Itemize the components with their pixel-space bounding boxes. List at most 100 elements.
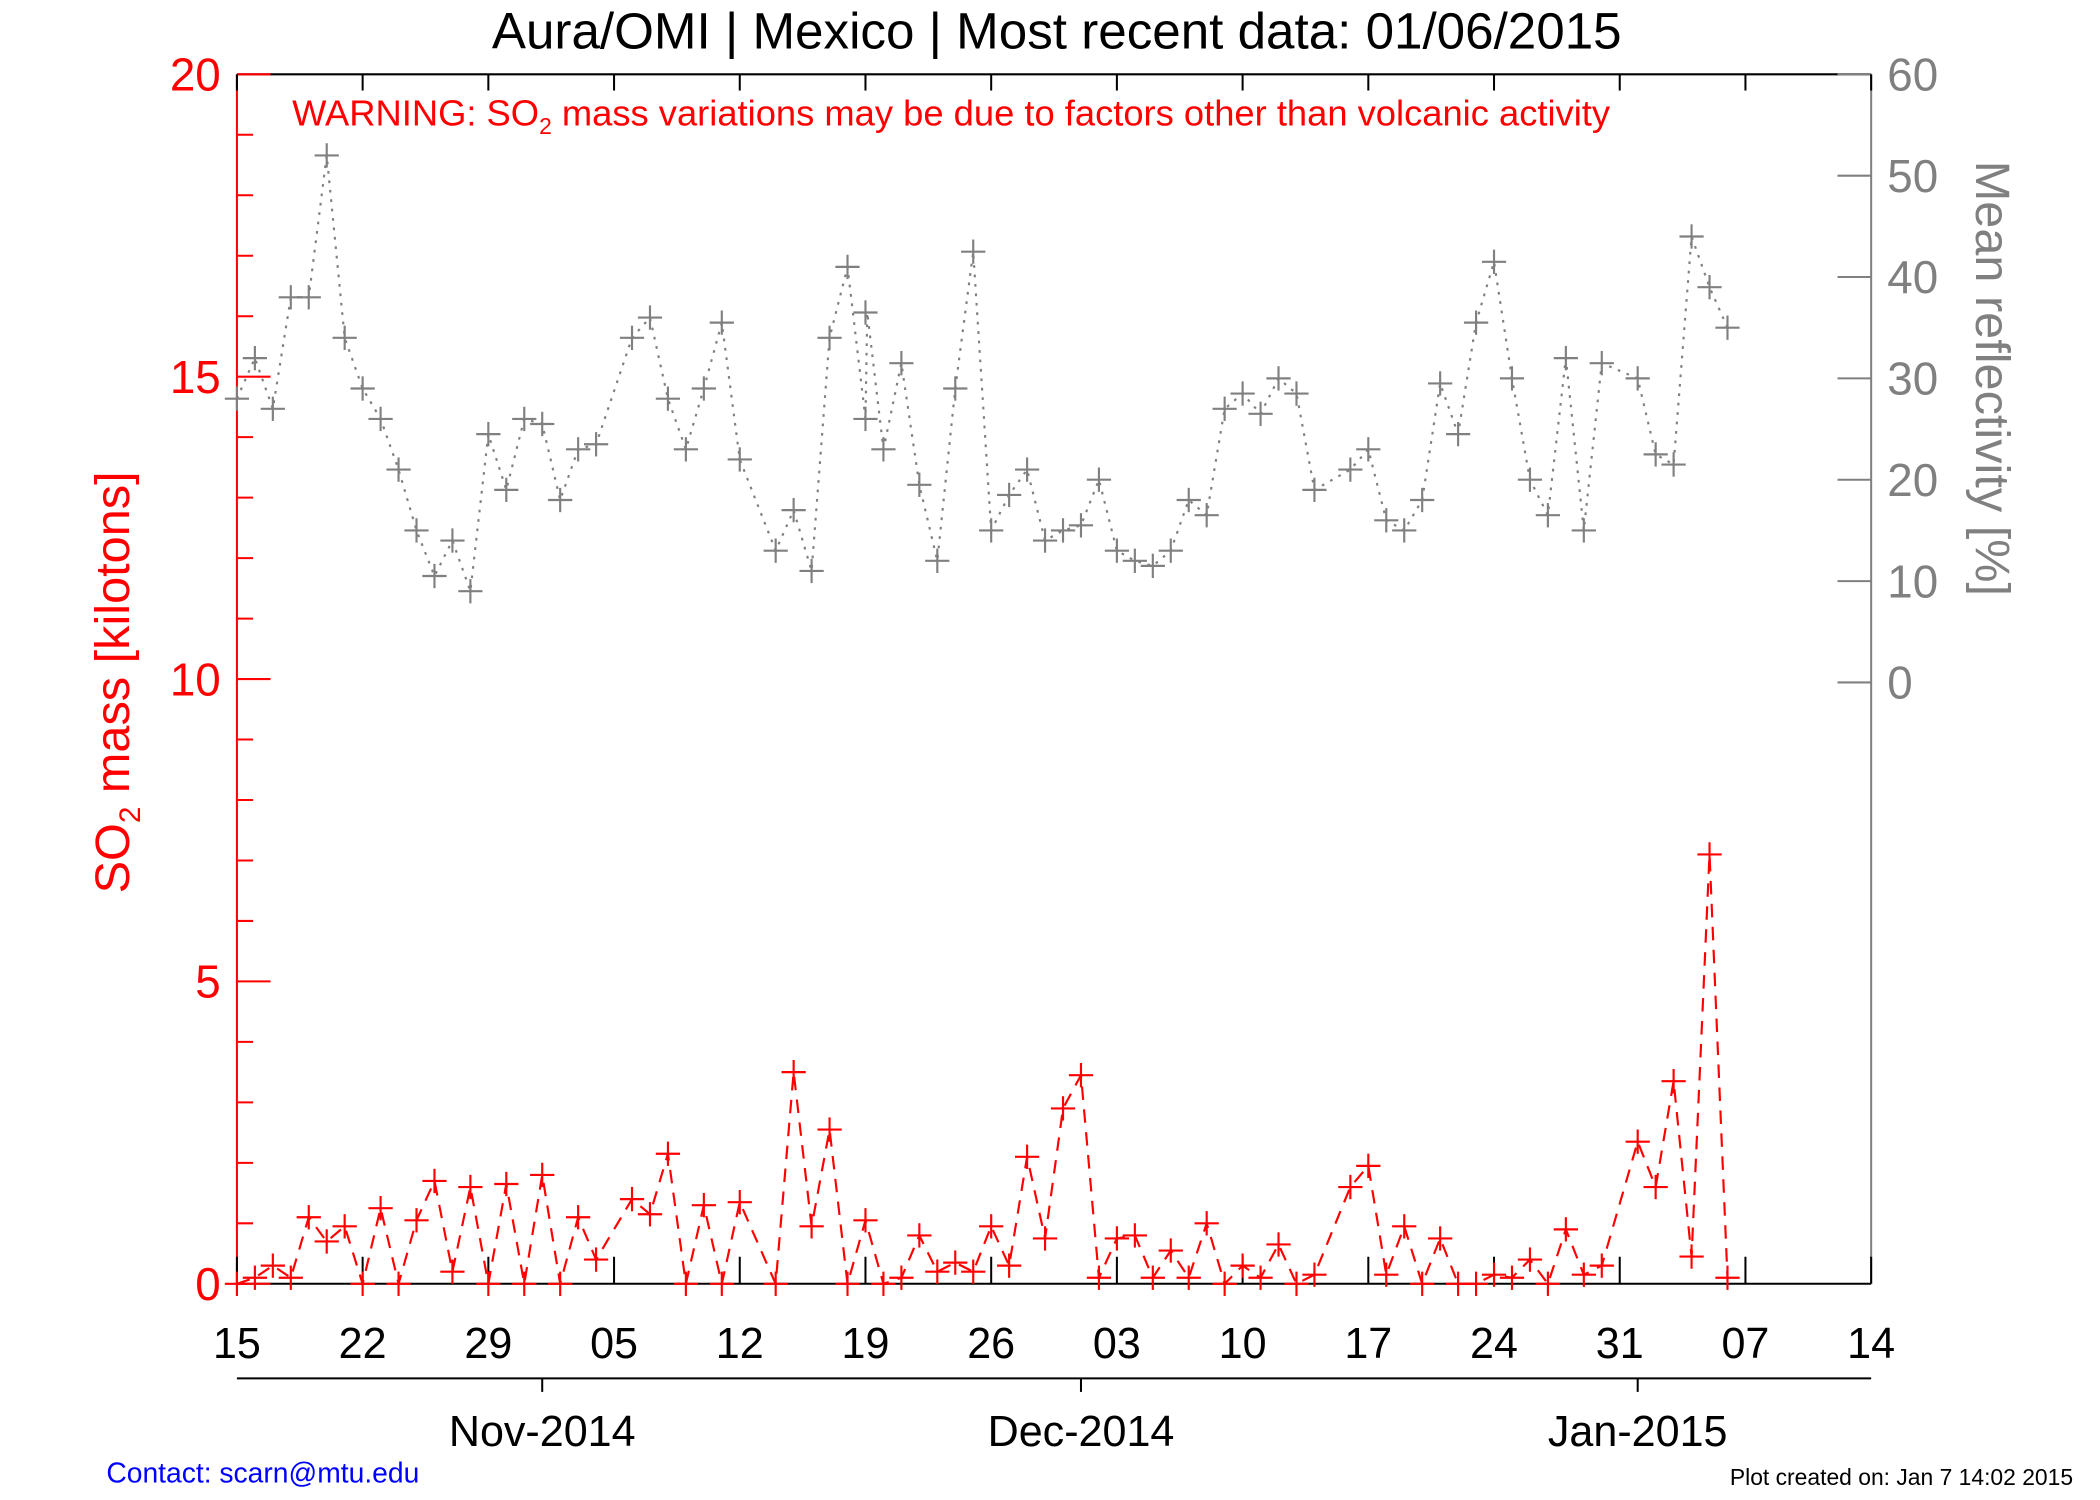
- x-tick-label: 12: [716, 1320, 764, 1368]
- so2-mass-point: [1194, 1211, 1219, 1236]
- reflectivity-point: [1356, 437, 1381, 462]
- reflectivity-point: [1140, 553, 1165, 579]
- x-tick-label: 05: [590, 1320, 638, 1368]
- x-tick-label: 14: [1847, 1320, 1895, 1368]
- y2-tick-label: 60: [1887, 48, 1938, 100]
- reflectivity-point: [404, 518, 429, 543]
- x-tick-label: 19: [842, 1320, 890, 1368]
- so2-mass-point: [1517, 1247, 1543, 1272]
- so2-mass-point: [1104, 1226, 1130, 1251]
- reflectivity-point: [494, 477, 519, 503]
- so2-mass-point: [422, 1168, 447, 1194]
- reflectivity-point: [709, 310, 734, 335]
- so2-mass-point: [835, 1271, 860, 1296]
- reflectivity-point: [979, 518, 1004, 543]
- so2-mass-point: [961, 1259, 986, 1284]
- y2-tick-label: 10: [1887, 555, 1938, 607]
- reflectivity-point: [1571, 518, 1596, 543]
- reflectivity-point: [1122, 548, 1147, 573]
- reflectivity-point: [1032, 528, 1058, 553]
- so2-mass-line: [236, 854, 1729, 1289]
- x-tick-label: 15: [213, 1320, 261, 1368]
- y-axis-label: SO2 mass [kilotons]: [86, 471, 147, 893]
- so2-mass-point: [350, 1271, 375, 1296]
- so2-mass-point: [1032, 1226, 1058, 1251]
- so2-mass-point: [530, 1162, 555, 1188]
- so2-mass-point: [781, 1059, 806, 1085]
- so2-mass-point: [1302, 1262, 1327, 1287]
- reflectivity-point: [961, 239, 986, 264]
- y-tick-label: 20: [170, 48, 221, 100]
- reflectivity-point: [1661, 452, 1686, 477]
- y2-tick-label: 40: [1887, 251, 1938, 303]
- reflectivity-point: [1284, 381, 1309, 406]
- reflectivity-point: [1481, 249, 1507, 274]
- so2-mass-point: [1625, 1129, 1650, 1154]
- reflectivity-point: [871, 437, 896, 462]
- reflectivity-point: [943, 376, 968, 401]
- so2-mass-point: [673, 1271, 699, 1296]
- so2-mass-point: [997, 1253, 1022, 1278]
- reflectivity-point: [637, 305, 663, 330]
- so2-mass-point: [583, 1247, 609, 1272]
- warning-sub: 2: [539, 113, 552, 139]
- reflectivity-point: [458, 579, 483, 604]
- so2-mass-point: [368, 1196, 393, 1221]
- reflectivity-point: [1553, 345, 1578, 371]
- reflectivity-point: [566, 437, 591, 462]
- reflectivity-point: [530, 411, 555, 437]
- so2-mass-point: [1715, 1265, 1740, 1290]
- y-tick-label: 5: [195, 956, 220, 1008]
- x-tick-label: 26: [967, 1320, 1015, 1368]
- x-tick-label: 29: [464, 1320, 512, 1368]
- x-tick-label: 03: [1093, 1320, 1141, 1368]
- ylabel-sub: 2: [114, 807, 147, 824]
- contact-link[interactable]: Contact: scarn@mtu.edu: [106, 1457, 419, 1489]
- reflectivity-point: [763, 538, 788, 563]
- so2-mass-point: [817, 1117, 842, 1142]
- so2-mass-point: [1356, 1153, 1381, 1179]
- reflectivity-point: [655, 386, 681, 411]
- reflectivity-point: [925, 548, 950, 573]
- so2-mass-point: [1158, 1238, 1183, 1263]
- so2-mass-point: [1553, 1217, 1578, 1242]
- reflectivity-point: [583, 432, 609, 457]
- so2-mass-point: [1374, 1262, 1399, 1287]
- reflectivity-point: [1392, 518, 1417, 543]
- so2-mass-point: [1284, 1271, 1309, 1296]
- so2-mass-point: [925, 1259, 950, 1284]
- so2-mass-point: [1122, 1223, 1147, 1248]
- warning-prefix: WARNING: SO: [292, 93, 539, 134]
- so2-mass-point: [1266, 1232, 1291, 1257]
- so2-mass-point: [1481, 1262, 1507, 1287]
- reflectivity-point: [1248, 401, 1273, 427]
- reflectivity-point: [476, 421, 501, 447]
- reflectivity-point: [907, 472, 932, 497]
- reflectivity-point: [1589, 351, 1614, 376]
- x-tick-label: 17: [1344, 1320, 1392, 1368]
- reflectivity-point: [727, 447, 752, 472]
- so2-mass-point: [637, 1202, 663, 1227]
- so2-mass-point: [404, 1208, 429, 1233]
- y2-tick-label: 30: [1887, 353, 1938, 405]
- reflectivity-point: [889, 351, 914, 376]
- so2-mass-point: [242, 1265, 267, 1290]
- so2-mass-point: [1463, 1271, 1489, 1296]
- so2-mass-point: [727, 1189, 752, 1215]
- reflectivity-point: [1014, 457, 1040, 482]
- so2-mass-point: [512, 1271, 537, 1296]
- reflectivity-point: [1086, 467, 1112, 492]
- warning-text: WARNING: SO2 mass variations may be due …: [292, 93, 1611, 139]
- so2-mass-point: [1140, 1265, 1165, 1290]
- reflectivity-point: [1230, 381, 1255, 406]
- so2-mass-point: [1014, 1144, 1040, 1169]
- so2-mass-point: [386, 1271, 411, 1296]
- so2-mass-point: [1392, 1214, 1417, 1239]
- reflectivity-point: [440, 528, 465, 553]
- reflectivity-point: [548, 487, 573, 513]
- so2-mass-point: [1589, 1253, 1614, 1278]
- reflectivity-point: [1715, 315, 1740, 340]
- so2-mass-point: [332, 1214, 357, 1239]
- month-label: Jan-2015: [1548, 1408, 1728, 1456]
